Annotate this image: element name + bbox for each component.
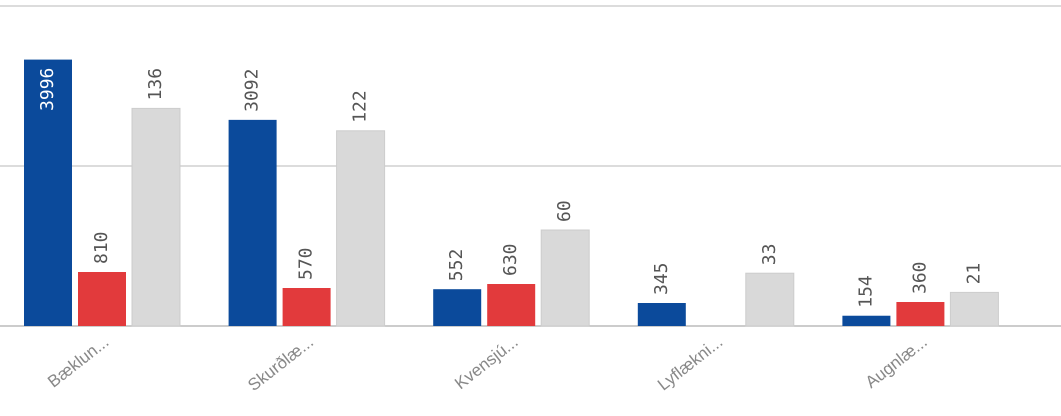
bar	[131, 107, 181, 327]
bar	[896, 302, 945, 326]
x-tick-label: Bæklun...	[44, 332, 112, 391]
bar	[282, 288, 331, 326]
bar	[842, 315, 891, 326]
value-label: 570	[296, 247, 317, 280]
value-label: 154	[855, 275, 876, 308]
value-label: 3092	[242, 69, 263, 112]
bar	[637, 303, 686, 326]
bar	[487, 284, 536, 326]
value-label: 136	[145, 68, 166, 101]
bar	[433, 289, 482, 326]
bar	[78, 272, 126, 326]
value-label: 3996	[37, 68, 58, 111]
bar	[336, 130, 386, 327]
bar	[24, 59, 72, 326]
bar	[949, 291, 999, 327]
value-label: 33	[759, 244, 780, 266]
x-tick-label: Skurðlæ...	[244, 332, 317, 395]
value-label: 122	[350, 90, 371, 123]
bar	[228, 119, 277, 326]
x-tick-label: Kvensjú...	[451, 332, 522, 393]
bar	[540, 229, 590, 327]
x-tick-label: Augnlæ...	[862, 332, 931, 392]
value-label: 810	[91, 231, 112, 264]
value-label: 345	[651, 262, 672, 295]
value-label: 552	[446, 249, 467, 282]
value-label: 21	[963, 263, 984, 285]
x-tick-label: Lyflækni...	[654, 332, 726, 394]
value-label: 60	[554, 200, 575, 222]
value-label: 360	[909, 261, 930, 294]
bar	[745, 272, 795, 327]
value-label: 630	[500, 243, 521, 276]
